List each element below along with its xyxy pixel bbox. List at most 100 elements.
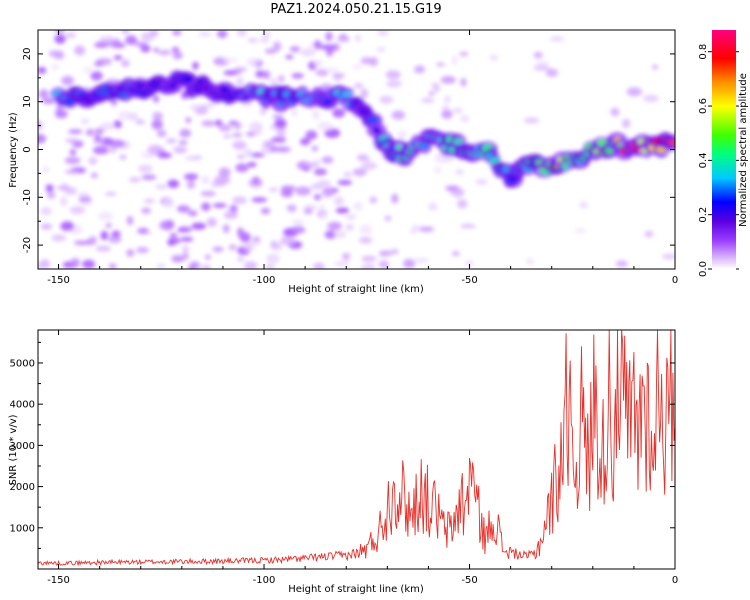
- heatmap-cell: [335, 207, 350, 214]
- heatmap-cell: [152, 112, 163, 121]
- heatmap-cell: [236, 77, 244, 87]
- colorbar-axis: 0.0 0.2 0.4 0.6 0.8: [698, 44, 739, 277]
- heatmap-cell: [77, 192, 90, 199]
- heatmap-cell: [360, 88, 369, 99]
- heatmap-cell: [237, 256, 244, 262]
- heatmap-cell: [377, 30, 389, 36]
- heatmap-cell: [249, 152, 265, 158]
- spectrogram-y-tick-label: 20: [22, 48, 33, 61]
- heatmap-cell: [316, 180, 331, 188]
- heatmap-cell: [262, 31, 271, 39]
- heatmap-cell: [88, 236, 98, 245]
- heatmap-cell: [46, 191, 56, 199]
- spectrogram-x-tick-label: -100: [253, 275, 276, 286]
- colorbar-tick-label: 0.8: [698, 44, 709, 60]
- heatmap-cell: [94, 128, 105, 135]
- heatmap-cell: [69, 149, 77, 156]
- heatmap-cell: [325, 31, 333, 42]
- heatmap-cell: [643, 94, 659, 103]
- heatmap-cell: [523, 117, 540, 124]
- snr-y-tick-label: 1000: [10, 523, 35, 534]
- heatmap-cell: [314, 40, 322, 50]
- heatmap-cell: [268, 187, 279, 192]
- heatmap-cell: [38, 66, 47, 74]
- heatmap-cell: [212, 203, 227, 208]
- heatmap-cell: [265, 264, 275, 269]
- snr-frame: [37, 329, 676, 570]
- heatmap-cell: [222, 224, 230, 234]
- heatmap-cell: [247, 162, 257, 168]
- heatmap-cell: [278, 75, 285, 83]
- heatmap-cell: [163, 198, 175, 209]
- heatmap-cell: [147, 144, 164, 155]
- spectrogram-y-axis: -20 -10 0 10 20: [22, 29, 675, 270]
- colorbar-tick-label: 0.0: [698, 261, 709, 277]
- heatmap-cell: [342, 252, 351, 261]
- heatmap-cell: [252, 176, 260, 185]
- heatmap-cell: [128, 177, 141, 183]
- heatmap-cell: [436, 62, 445, 67]
- heatmap-cell: [246, 131, 256, 137]
- heatmap-cell: [378, 250, 392, 257]
- heatmap-cell: [502, 166, 510, 173]
- heatmap-cell: [418, 226, 435, 232]
- heatmap-cell: [455, 169, 465, 175]
- heatmap-cell: [397, 130, 407, 139]
- heatmap-cell: [354, 34, 362, 42]
- heatmap-cell: [51, 64, 59, 70]
- heatmap-cell: [428, 91, 435, 96]
- heatmap-cell: [219, 86, 231, 93]
- heatmap-cell: [88, 156, 98, 166]
- heatmap-cell: [65, 98, 74, 106]
- heatmap-cell: [63, 187, 78, 195]
- heatmap-cell: [361, 162, 378, 170]
- heatmap-cell: [64, 32, 77, 38]
- heatmap-cell: [337, 179, 353, 186]
- heatmap-cell: [105, 191, 117, 197]
- heatmap-cell: [169, 233, 178, 238]
- heatmap-cell: [345, 213, 357, 220]
- heatmap-cell: [280, 235, 296, 246]
- colorbar-gradient: [712, 30, 736, 269]
- heatmap-cell: [391, 110, 406, 120]
- heatmap-cell: [90, 71, 103, 81]
- heatmap-cell: [222, 57, 239, 63]
- heatmap-cell: [273, 241, 282, 251]
- heatmap-cell: [232, 140, 247, 150]
- heatmap-cell: [644, 230, 654, 238]
- heatmap-cell: [291, 73, 304, 79]
- heatmap-cell: [159, 220, 175, 231]
- heatmap-cell: [104, 41, 120, 47]
- spectrogram-x-tick-label: -50: [461, 275, 477, 286]
- heatmap-cell: [255, 70, 265, 78]
- heatmap-cell: [236, 154, 245, 159]
- heatmap-cell: [413, 257, 429, 263]
- heatmap-cell: [60, 221, 75, 232]
- heatmap-cell: [280, 188, 294, 198]
- heatmap-cell: [38, 134, 47, 144]
- heatmap-cell: [272, 114, 284, 119]
- heatmap-cell: [360, 57, 373, 65]
- snr-x-tick-label: -150: [47, 575, 70, 586]
- heatmap-cell: [285, 54, 294, 60]
- heatmap-cell: [410, 229, 418, 234]
- heatmap-cell: [184, 155, 200, 161]
- colorbar-tick-label: 0.2: [698, 207, 709, 223]
- heatmap-cell: [428, 202, 438, 211]
- heatmap-cell: [358, 236, 373, 244]
- heatmap-cell: [42, 98, 56, 104]
- heatmap-cell: [171, 47, 180, 53]
- heatmap-cell: [60, 196, 67, 207]
- heatmap-cell: [536, 61, 550, 66]
- heatmap-cell: [269, 146, 280, 152]
- heatmap-cell: [54, 34, 66, 44]
- heatmap-cell: [201, 202, 211, 211]
- spectrogram-x-label: Height of straight line (km): [288, 284, 424, 295]
- heatmap-cell: [135, 42, 149, 47]
- heatmap-cell: [93, 61, 104, 67]
- heatmap-cell: [143, 198, 155, 204]
- spectrogram-y-tick-label: -20: [22, 237, 33, 253]
- heatmap-cell: [141, 174, 157, 181]
